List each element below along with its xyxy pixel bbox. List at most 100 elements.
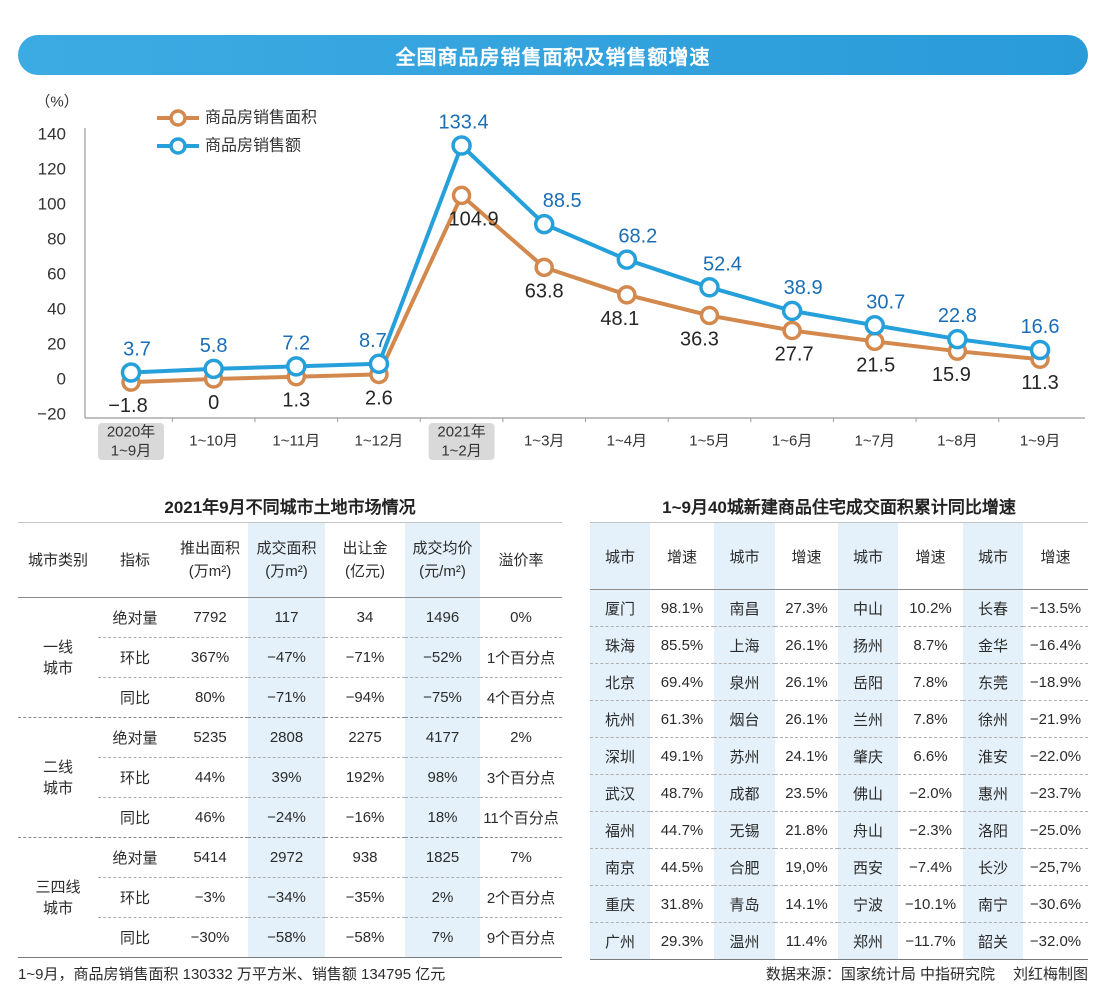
y-tick-label: 60	[47, 265, 66, 284]
legend-label: 商品房销售面积	[205, 109, 317, 127]
city-name-cell: 岳阳	[838, 663, 898, 701]
sales-growth-point	[699, 277, 720, 298]
table-cell: 11个百分点	[480, 797, 562, 838]
city-name-cell: 兰州	[838, 700, 898, 738]
city-name-cell: 淮安	[963, 737, 1023, 775]
sales-growth-data-label: 88.5	[543, 190, 582, 212]
area-growth-point	[534, 257, 554, 278]
growth-cell: −23.7%	[1023, 774, 1088, 812]
growth-cell: −30.6%	[1023, 885, 1088, 923]
growth-cell: −25.0%	[1023, 811, 1088, 849]
table-cell: 192%	[325, 757, 405, 798]
city-table-header: 增速	[650, 522, 714, 590]
chart-title-banner: 全国商品房销售面积及销售额增速	[18, 35, 1088, 75]
city-tier-label-line: 城市	[42, 899, 73, 917]
y-tick-label: 0	[57, 370, 66, 389]
table-cell: 34	[325, 597, 405, 638]
land-table-header-line: 推出面积	[179, 540, 240, 557]
area-growth-data-label: 36.3	[680, 328, 719, 350]
land-table-header-line: (万m²)	[188, 563, 232, 580]
metric-label: 绝对量	[98, 717, 172, 758]
city-name-cell: 洛阳	[963, 811, 1023, 849]
city-tier-label-line: 城市	[42, 779, 73, 797]
table-cell: 7%	[480, 837, 562, 878]
sales-growth-point	[781, 300, 803, 322]
table-cell: −30%	[172, 917, 248, 958]
y-axis-unit-label: （%）	[35, 94, 78, 111]
sales-growth-data-label: 8.7	[359, 330, 387, 352]
table-row: 环比 367% −47% −71% −52% 1个百分点	[18, 637, 562, 678]
land-table-header-line: 溢价率	[498, 551, 544, 569]
table-row: 同比 46% −24% −16% 18% 11个百分点	[18, 797, 562, 838]
city-tier-label-line: 一线	[42, 638, 73, 656]
growth-cell: −22.0%	[1023, 737, 1088, 775]
city-name-cell: 福州	[590, 811, 650, 849]
growth-cell: 48.7%	[650, 774, 714, 812]
table-cell: −3%	[172, 877, 248, 918]
credit: 刘红梅制图	[1012, 966, 1088, 983]
legend-marker	[169, 109, 187, 127]
city-table-header-row: 城市 增速 城市 增速 城市 增速 城市 增速	[590, 522, 1088, 590]
sales-growth-data-label: 133.4	[439, 112, 489, 134]
sales-growth-data-label: 16.6	[1021, 316, 1060, 338]
land-market-table: 城市类别 指标 推出面积 (万m²) 成交面积 (万m²) 出让金 (亿元) 成交均价 (元/m²…	[18, 522, 562, 958]
area-growth-point	[782, 320, 802, 341]
table-cell: −34%	[248, 877, 325, 918]
growth-cell: −32.0%	[1023, 922, 1088, 960]
sales-growth-data-label: 5.8	[200, 335, 228, 357]
city-name-cell: 扬州	[838, 626, 898, 664]
x-tick-label: 1~9月	[1020, 433, 1060, 450]
y-tick-label: 140	[38, 125, 66, 144]
growth-cell: 29.3%	[650, 922, 714, 960]
city-tier-label-line: 三四线	[35, 878, 81, 896]
sales-growth-data-label: 3.7	[123, 339, 151, 361]
growth-cell: −25,7%	[1023, 848, 1088, 886]
growth-cell: −7.4%	[898, 848, 963, 886]
sales-growth-point	[120, 362, 142, 383]
area-growth-point	[699, 305, 720, 326]
table-row: 杭州 61.3% 烟台 26.1% 兰州 7.8% 徐州 −21.9%	[590, 700, 1088, 738]
growth-cell: 6.6%	[898, 737, 963, 775]
city-table-header: 城市	[838, 522, 898, 590]
growth-cell: 19,0%	[775, 848, 838, 886]
land-table-title: 2021年9月不同城市土地市场情况	[164, 498, 416, 517]
growth-cell: 26.1%	[775, 626, 838, 664]
x-tick-label: 1~11月	[272, 433, 320, 450]
area-growth-data-label: 2.6	[365, 387, 393, 409]
x-tick-label: 1~4月	[607, 433, 647, 450]
growth-cell: 44.5%	[650, 848, 714, 886]
table-cell: −47%	[248, 637, 325, 678]
data-source: 数据来源：国家统计局 中指研究院	[765, 966, 995, 983]
area-growth-point	[451, 185, 472, 206]
growth-cell: −21.9%	[1023, 700, 1088, 738]
area-growth-data-label: 0	[208, 392, 219, 414]
table-cell: 7792	[172, 597, 248, 638]
growth-cell: −18.9%	[1023, 663, 1088, 701]
city-name-cell: 苏州	[714, 737, 775, 775]
city-name-cell: 长沙	[963, 848, 1023, 886]
city-name-cell: 厦门	[590, 589, 650, 627]
city-name-cell: 肇庆	[838, 737, 898, 775]
city-name-cell: 宁波	[838, 885, 898, 923]
city-name-cell: 长春	[963, 589, 1023, 627]
growth-cell: 61.3%	[650, 700, 714, 738]
sales-growth-data-label: 68.2	[618, 226, 657, 248]
table-cell: −35%	[325, 877, 405, 918]
city-table-header: 城市	[714, 522, 775, 590]
city-name-cell: 徐州	[963, 700, 1023, 738]
table-cell: 80%	[172, 677, 248, 718]
table-cell: 98%	[405, 757, 480, 798]
growth-cell: 8.7%	[898, 626, 963, 664]
table-cell: 9个百分点	[480, 917, 562, 958]
city-table-header: 城市	[963, 522, 1023, 590]
table-row: 深圳 49.1% 苏州 24.1% 肇庆 6.6% 淮安 −22.0%	[590, 737, 1088, 775]
growth-cell: 27.3%	[775, 589, 838, 627]
sales-growth-data-label: 22.8	[938, 305, 977, 327]
land-table-header-line: 成交面积	[256, 540, 317, 557]
land-table-header-line: (万m²)	[265, 563, 308, 580]
legend-marker	[169, 137, 187, 155]
land-table-header-line: (亿元)	[345, 563, 385, 580]
sales-growth-line	[129, 143, 1042, 375]
area-growth-data-label: 21.5	[856, 354, 895, 376]
table-cell: −58%	[325, 917, 405, 958]
